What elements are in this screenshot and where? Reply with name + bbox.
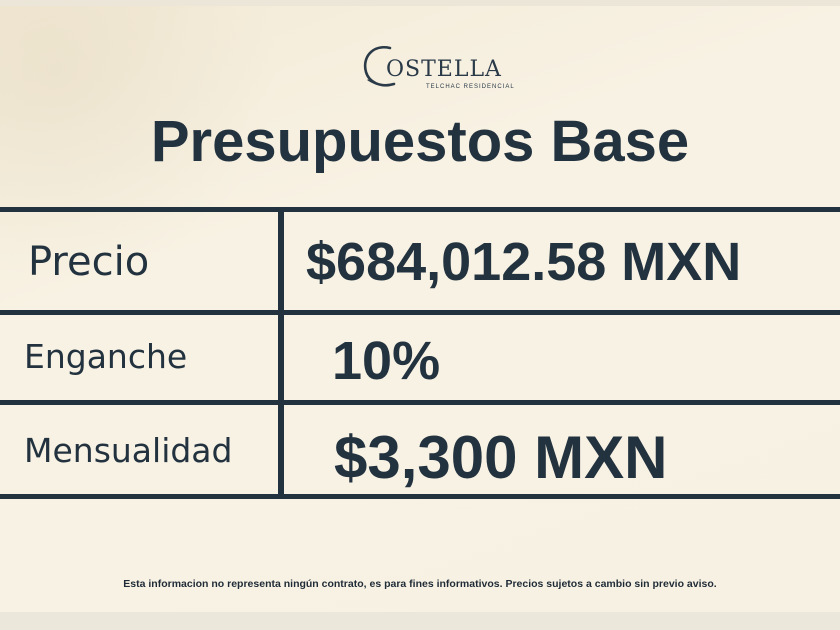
table-row-divider-1 xyxy=(0,310,840,315)
bottom-border xyxy=(0,612,840,630)
table-top-border xyxy=(0,207,840,212)
logo-c-mark-icon xyxy=(363,46,396,87)
logo-brand-text: OSTELLA xyxy=(386,57,502,82)
table-bottom-border xyxy=(0,494,840,499)
mensualidad-value: $3,300 MXN xyxy=(334,424,668,491)
logo-subtitle: TELCHAC RESIDENCIAL xyxy=(426,84,515,90)
costella-logo: OSTELLA TELCHAC RESIDENCIAL xyxy=(360,40,514,96)
mensualidad-label: Mensualidad xyxy=(24,431,233,470)
budget-table: Precio $684,012.58 MXN Enganche 10% Mens… xyxy=(0,207,840,499)
enganche-label: Enganche xyxy=(24,337,188,376)
precio-value: $684,012.58 MXN xyxy=(306,232,742,292)
precio-label: Precio xyxy=(28,239,150,285)
enganche-value: 10% xyxy=(332,331,441,391)
page-title: Presupuestos Base xyxy=(150,109,690,174)
disclaimer-text: Esta informacion no representa ningún co… xyxy=(123,578,717,590)
table-row-divider-2 xyxy=(0,400,840,405)
table-column-divider xyxy=(278,207,284,499)
top-border xyxy=(0,0,840,6)
